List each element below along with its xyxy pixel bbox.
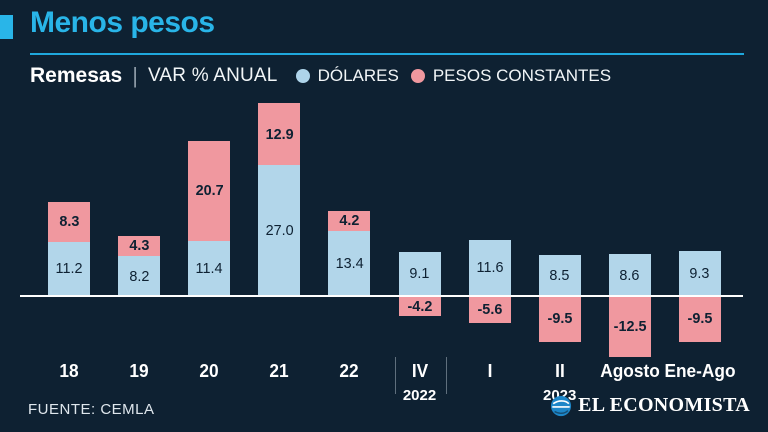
bar-segment-pesos-IV: -4.2 — [398, 296, 441, 317]
bar-value-label: 8.6 — [619, 266, 640, 284]
bar-segment-dolares-21: 27.0 — [258, 165, 301, 296]
bar-segment-pesos-I: -5.6 — [468, 296, 511, 324]
bar-segment-dolares-18: 11.2 — [48, 241, 90, 296]
axis-separator-2 — [446, 357, 447, 394]
zero-axis-line — [20, 295, 743, 297]
legend-label-pesos-constantes: PESOS CONSTANTES — [432, 66, 612, 85]
bar-segment-pesos-19: 4.3 — [118, 235, 161, 257]
chart-measure: VAR % ANUAL — [147, 65, 278, 86]
legend-dot-pesos-icon — [410, 69, 425, 83]
bar-value-label: 8.2 — [129, 267, 150, 285]
bar-segment-pesos-II: -9.5 — [538, 296, 581, 342]
bar-value-label: 11.6 — [476, 259, 504, 277]
bar-value-label: -4.2 — [407, 297, 432, 315]
x-axis-label-IV: IV — [411, 361, 428, 381]
x-axis-label-19: 19 — [129, 361, 149, 381]
bar-segment-dolares-Ene-Ago: 9.3 — [678, 250, 721, 296]
x-axis-label-Ene-Ago: Ene-Ago — [664, 361, 736, 381]
source-label: FUENTE: CEMLA — [28, 401, 155, 418]
bar-value-label: 27.0 — [265, 222, 294, 240]
bar-value-label: 4.3 — [129, 237, 150, 255]
bar-segment-pesos-22: 4.2 — [328, 210, 371, 232]
bar-value-label: 9.1 — [409, 265, 430, 283]
x-axis-label-II: II — [554, 361, 565, 381]
bar-segment-dolares-IV: 9.1 — [398, 251, 441, 296]
bar-segment-dolares-20: 11.4 — [188, 240, 231, 296]
bar-value-label: 12.9 — [265, 125, 294, 143]
bar-segment-pesos-18: 8.3 — [48, 201, 90, 242]
bar-value-label: 13.4 — [335, 255, 364, 273]
x-axis-label-20: 20 — [199, 361, 219, 381]
title-accent-square — [0, 15, 13, 39]
bar-segment-pesos-21: 12.9 — [258, 102, 301, 166]
x-axis-label-Agosto: Agosto — [600, 361, 660, 381]
bar-value-label: 9.3 — [689, 264, 710, 282]
bar-segment-dolares-Agosto: 8.6 — [608, 254, 651, 296]
bar-value-label: 4.2 — [339, 212, 360, 230]
bar-value-label: -9.5 — [687, 310, 713, 328]
bar-segment-dolares-22: 13.4 — [328, 231, 371, 296]
x-axis-label-22: 22 — [339, 361, 360, 381]
axis-separator-1 — [395, 357, 396, 394]
x-axis-label-18: 18 — [59, 361, 79, 381]
bar-segment-dolares-I: 11.6 — [468, 239, 511, 296]
brand-name: EL ECONOMISTA — [578, 394, 750, 416]
brand: EL ECONOMISTA — [550, 394, 750, 417]
bar-value-label: 8.5 — [549, 266, 570, 284]
bar-value-label: -9.5 — [547, 310, 573, 328]
bar-segment-dolares-II: 8.5 — [538, 254, 581, 296]
el-economista-logo-icon — [551, 395, 572, 416]
bar-segment-pesos-Ene-Ago: -9.5 — [678, 296, 721, 342]
legend-dot-dolares-icon — [295, 69, 310, 83]
bar-value-label: -12.5 — [613, 317, 647, 335]
bar-value-label: 11.2 — [55, 260, 83, 278]
legend-item-dolares: DÓLARES — [295, 66, 399, 86]
bar-value-label: 8.3 — [58, 213, 80, 231]
legend-item-pesos-constantes: PESOS CONSTANTES — [410, 66, 612, 86]
bar-value-label: -5.6 — [477, 301, 502, 319]
bar-segment-dolares-19: 8.2 — [118, 256, 161, 296]
year-label-2022: 2022 — [402, 387, 437, 404]
legend-label-dolares: DÓLARES — [317, 66, 399, 85]
subtitle-divider: | — [132, 63, 138, 88]
bar-segment-pesos-Agosto: -12.5 — [608, 296, 651, 357]
bar-value-label: 20.7 — [195, 182, 224, 200]
subtitle-row: Remesas | VAR % ANUAL DÓLARES PESOS CONS… — [30, 62, 752, 90]
x-axis-label-21: 21 — [269, 361, 289, 381]
x-axis-label-I: I — [487, 361, 492, 381]
legend: DÓLARES PESOS CONSTANTES — [295, 66, 612, 86]
bar-segment-pesos-20: 20.7 — [188, 140, 231, 241]
chart-subject: Remesas — [30, 64, 123, 87]
chart-title: Menos pesos — [30, 6, 215, 39]
bar-value-label: 11.4 — [195, 259, 223, 277]
header-rule — [30, 53, 744, 55]
